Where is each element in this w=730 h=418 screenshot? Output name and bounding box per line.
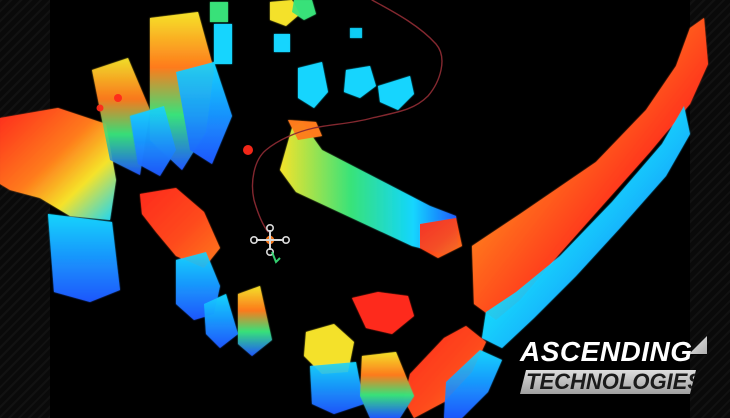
upper-left-pillars xyxy=(130,2,232,176)
path-point xyxy=(96,104,104,112)
bottom-center-cluster xyxy=(304,292,414,418)
logo-line-2: TECHNOLOGIES xyxy=(520,370,696,394)
right-wall xyxy=(404,18,708,418)
path-point xyxy=(243,145,253,155)
left-center-red-blocks xyxy=(140,188,272,356)
top-fragments xyxy=(270,0,414,110)
logo-line-1: ASCENDING xyxy=(520,336,693,367)
center-beam xyxy=(280,120,462,258)
ascending-technologies-logo: ASCENDING TECHNOLOGIES xyxy=(510,336,710,400)
left-structure xyxy=(0,58,150,302)
path-point xyxy=(114,94,122,102)
flight-path xyxy=(96,0,443,233)
drone-marker xyxy=(249,224,291,264)
